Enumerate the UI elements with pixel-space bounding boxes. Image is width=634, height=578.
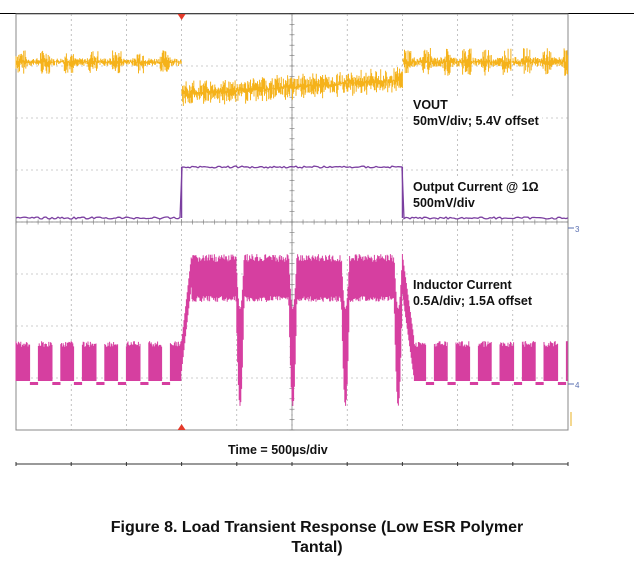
vout-trace — [15, 48, 569, 106]
channel-3-number: 3 — [575, 225, 580, 234]
iout-name: Output Current @ 1Ω — [413, 180, 539, 194]
trigger-marker-bottom — [177, 424, 186, 430]
iout-scale: 500mV/div — [413, 196, 475, 210]
caption-line-2: Tantal) — [291, 539, 343, 556]
trigger-marker-top — [177, 14, 186, 20]
oscilloscope-plot: 34 — [15, 13, 580, 466]
iout-trace — [15, 165, 569, 220]
time-label: Time = 500µs/div — [225, 441, 331, 459]
time-scale: Time = 500µs/div — [228, 443, 328, 457]
vout-label: VOUT 50mV/div; 5.4V offset — [410, 96, 542, 130]
caption-line-1: Figure 8. Load Transient Response (Low E… — [110, 519, 524, 536]
il-scale: 0.5A/div; 1.5A offset — [413, 294, 533, 308]
il-name: Inductor Current — [413, 278, 512, 292]
channel-4-number: 4 — [575, 381, 580, 390]
iout-label: Output Current @ 1Ω 500mV/div — [410, 178, 542, 212]
vout-scale: 50mV/div; 5.4V offset — [413, 114, 539, 128]
vout-name: VOUT — [413, 98, 448, 112]
il-label: Inductor Current 0.5A/div; 1.5A offset — [410, 276, 536, 310]
figure-caption: Figure 8. Load Transient Response (Low E… — [0, 518, 634, 558]
inductor-current-trace — [15, 254, 568, 406]
